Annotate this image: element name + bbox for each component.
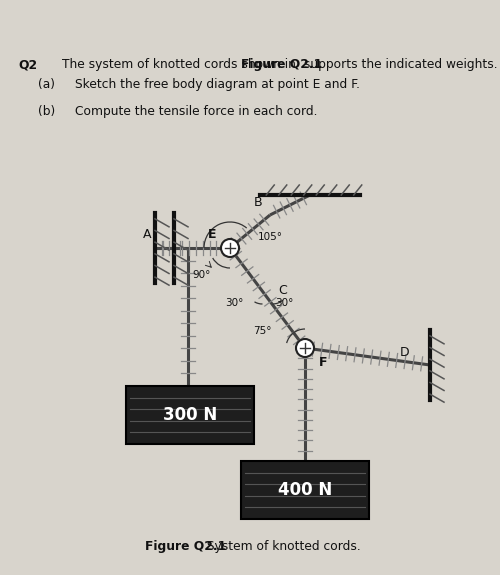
- Bar: [241, 461, 369, 519]
- Text: (a): (a): [38, 78, 55, 91]
- Text: 75°: 75°: [253, 326, 272, 336]
- Text: D: D: [400, 347, 410, 359]
- Text: supports the indicated weights.: supports the indicated weights.: [300, 58, 498, 71]
- Text: 30°: 30°: [276, 298, 294, 308]
- Bar: [126, 386, 254, 444]
- Text: Figure Q2.1: Figure Q2.1: [242, 58, 322, 71]
- Text: 90°: 90°: [192, 270, 210, 280]
- Text: (b): (b): [38, 105, 55, 118]
- Text: B: B: [254, 197, 262, 209]
- Circle shape: [221, 239, 239, 257]
- Text: E: E: [208, 228, 216, 240]
- Text: F: F: [319, 355, 327, 369]
- Text: A: A: [143, 228, 151, 240]
- Text: Compute the tensile force in each cord.: Compute the tensile force in each cord.: [75, 105, 318, 118]
- Text: 400 N: 400 N: [278, 481, 332, 499]
- Text: Q2: Q2: [18, 58, 37, 71]
- Text: 30°: 30°: [226, 298, 244, 308]
- Text: The system of knotted cords shown in: The system of knotted cords shown in: [62, 58, 300, 71]
- Text: 105°: 105°: [258, 232, 283, 242]
- Text: 300 N: 300 N: [163, 406, 217, 424]
- Text: C: C: [278, 283, 287, 297]
- Text: Sketch the free body diagram at point E and F.: Sketch the free body diagram at point E …: [75, 78, 360, 91]
- Text: System of knotted cords.: System of knotted cords.: [204, 540, 361, 553]
- Circle shape: [296, 339, 314, 357]
- Text: Figure Q2.1: Figure Q2.1: [145, 540, 226, 553]
